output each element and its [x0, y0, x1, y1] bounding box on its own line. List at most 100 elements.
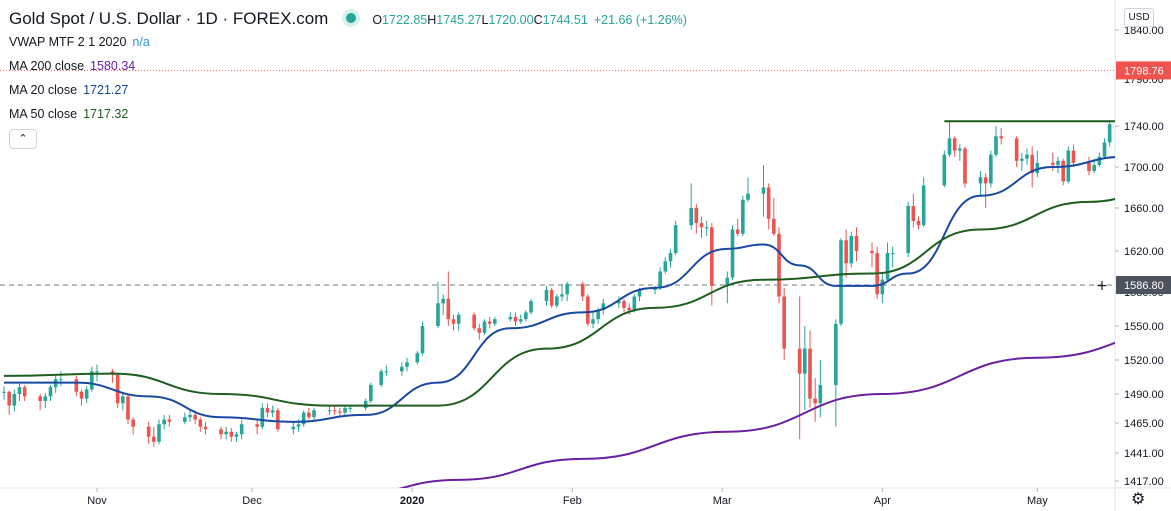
- candle-body: [766, 187, 771, 219]
- candle-body: [555, 296, 559, 306]
- candle: [673, 220, 678, 256]
- candle: [152, 426, 156, 447]
- candle-body: [307, 412, 311, 418]
- candle: [989, 150, 993, 188]
- candle-body: [916, 220, 921, 226]
- candle-body: [12, 394, 17, 406]
- candle: [198, 417, 203, 432]
- candle: [301, 410, 306, 427]
- candle: [43, 392, 48, 408]
- ma50-line: [3, 197, 1115, 407]
- currency-button[interactable]: USD: [1124, 8, 1154, 27]
- plot-area: [0, 69, 1164, 488]
- candle-body: [911, 205, 916, 221]
- candle-body: [989, 154, 993, 184]
- candle-body: [146, 426, 151, 437]
- candle-body: [761, 187, 766, 194]
- candle-body: [1030, 154, 1034, 174]
- candle: [818, 360, 823, 418]
- candle-body: [400, 366, 404, 372]
- candle: [958, 144, 962, 161]
- candle: [255, 419, 259, 435]
- candle-body: [1087, 162, 1091, 172]
- candle-body: [43, 396, 48, 401]
- candle: [146, 421, 151, 445]
- price-tick-label: 1840.00: [1124, 25, 1164, 37]
- candle: [772, 197, 776, 236]
- candle-body: [276, 410, 280, 430]
- candle: [121, 391, 125, 411]
- last-price-label: 1798.76: [1124, 65, 1164, 77]
- price-tick-label: 1465.00: [1124, 418, 1164, 430]
- candle-body: [291, 426, 296, 430]
- plus-icon[interactable]: +: [1096, 278, 1108, 294]
- candle-body: [157, 424, 161, 442]
- candle: [663, 257, 668, 274]
- candle-body: [518, 319, 523, 322]
- candle-body: [22, 387, 27, 397]
- candle-body: [1160, 134, 1164, 138]
- candle-body: [301, 412, 306, 425]
- candle-body: [952, 138, 957, 151]
- candle: [188, 410, 192, 422]
- candle-body: [772, 218, 776, 234]
- candle-body: [477, 328, 482, 333]
- candle: [487, 316, 492, 329]
- candle-body: [1061, 160, 1065, 182]
- candle: [441, 294, 445, 315]
- candle: [513, 312, 518, 326]
- candle-body: [1071, 150, 1076, 163]
- time-tick-label: May: [1027, 495, 1048, 507]
- candle: [2, 386, 6, 400]
- candle-body: [1035, 162, 1040, 174]
- chevron-up-icon[interactable]: ⌃: [9, 129, 37, 149]
- candle-body: [617, 301, 621, 304]
- price-tick-label: 1620.00: [1124, 246, 1164, 258]
- candle-body: [239, 424, 244, 435]
- candle-body: [921, 185, 926, 226]
- candle: [482, 319, 487, 336]
- candle-body: [265, 407, 270, 413]
- candle-body: [637, 289, 642, 297]
- candle-body: [544, 289, 549, 302]
- candle-body: [59, 379, 63, 381]
- candle-body: [332, 410, 337, 412]
- candle-body: [167, 419, 172, 422]
- candle-body: [487, 321, 492, 324]
- candle-body: [710, 227, 714, 286]
- candle: [601, 298, 606, 315]
- candle: [162, 414, 166, 430]
- candle: [1025, 148, 1029, 165]
- price-tick-label: 1660.00: [1124, 203, 1164, 215]
- candle: [580, 281, 585, 302]
- candle-body: [978, 177, 983, 184]
- candle: [730, 225, 735, 280]
- candle-body: [803, 348, 807, 374]
- candle: [766, 183, 771, 230]
- gear-icon[interactable]: ⚙: [1131, 491, 1146, 508]
- candle: [524, 310, 528, 322]
- candle: [369, 382, 373, 404]
- candle: [668, 248, 673, 268]
- candle-body: [560, 294, 564, 297]
- candle: [699, 216, 704, 239]
- candle-body: [704, 227, 709, 229]
- candle-body: [689, 208, 693, 226]
- candle-body: [668, 253, 673, 262]
- candle-body: [513, 316, 518, 322]
- candle-body: [999, 136, 1003, 139]
- candle: [405, 357, 409, 372]
- candle-body: [90, 371, 94, 390]
- candle: [48, 384, 53, 401]
- candle: [157, 419, 161, 445]
- candle: [813, 378, 817, 422]
- candle: [17, 383, 22, 401]
- time-tick-label: 2020: [400, 495, 424, 507]
- candle-body: [741, 199, 745, 234]
- candle-body: [312, 410, 316, 418]
- candle: [400, 362, 404, 376]
- candle-body: [627, 307, 631, 311]
- candle-body: [730, 229, 735, 278]
- candle: [854, 227, 859, 262]
